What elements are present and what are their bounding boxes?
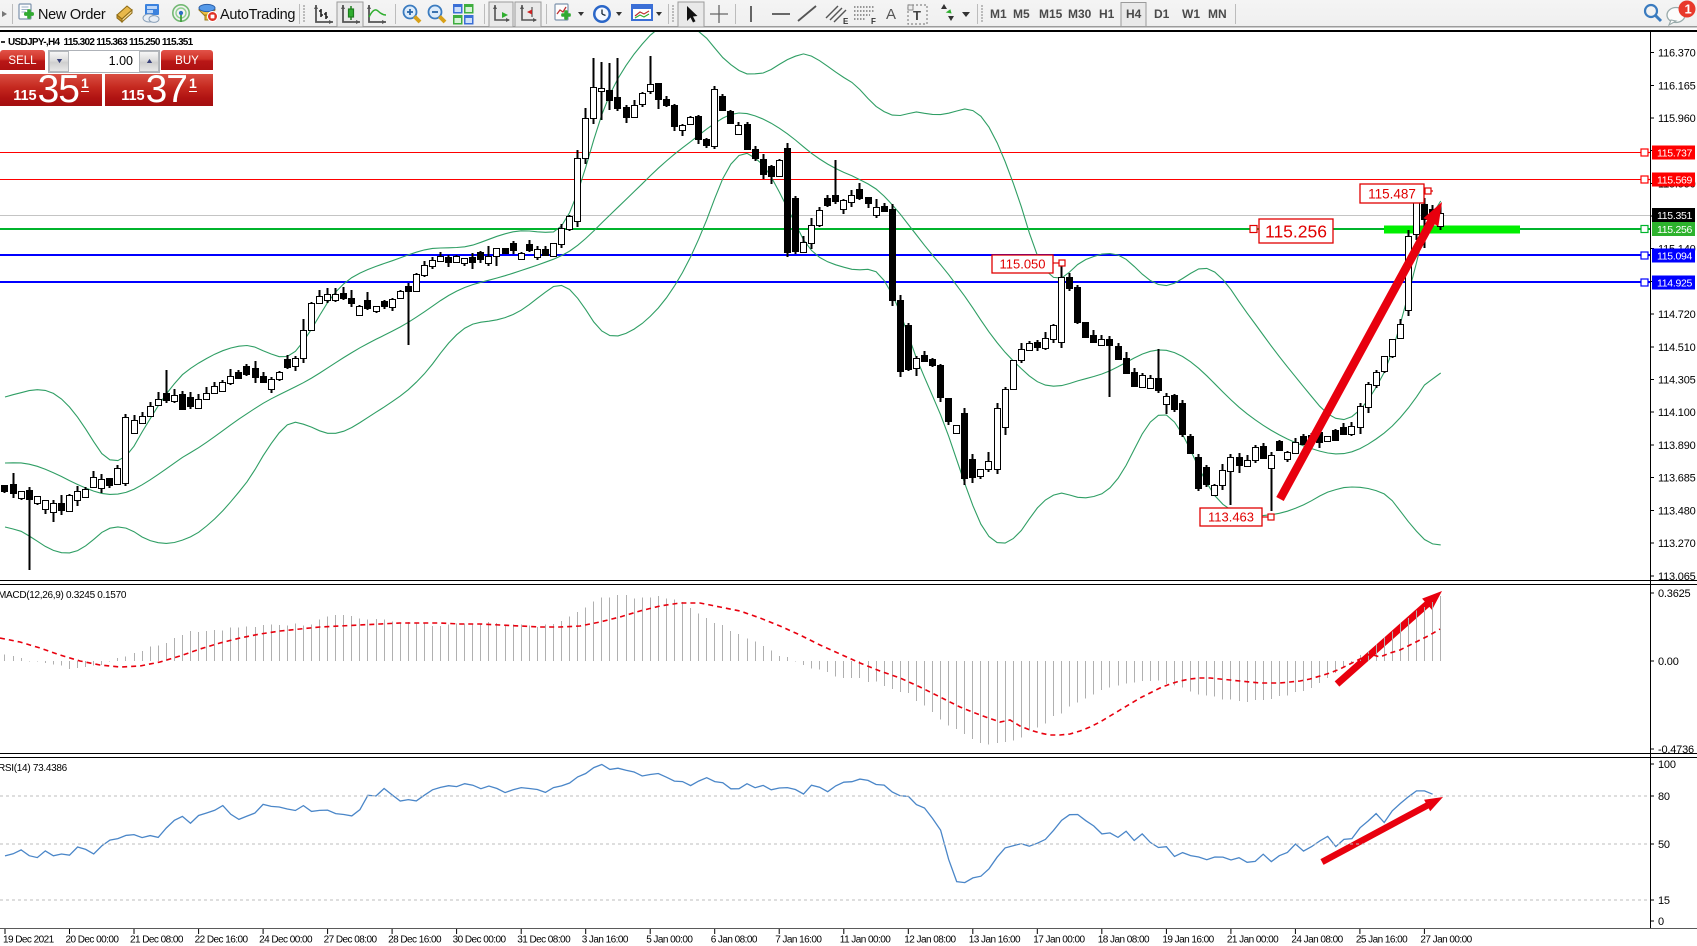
svg-text:100: 100 <box>1658 759 1676 771</box>
svg-text:50: 50 <box>1658 839 1670 851</box>
svg-text:F: F <box>871 17 876 26</box>
svg-text:E: E <box>843 17 849 26</box>
svg-text:11 Jan 00:00: 11 Jan 00:00 <box>840 935 891 946</box>
svg-text:114.720: 114.720 <box>1658 309 1696 321</box>
svg-text:17 Jan 00:00: 17 Jan 00:00 <box>1033 935 1085 946</box>
svg-text:W1: W1 <box>1182 7 1200 21</box>
svg-text:T: T <box>913 8 921 23</box>
svg-text:115.256: 115.256 <box>1657 224 1693 236</box>
svg-text:27 Dec 08:00: 27 Dec 08:00 <box>324 935 378 946</box>
svg-text:12 Jan 08:00: 12 Jan 08:00 <box>904 935 956 946</box>
svg-text:7 Jan 16:00: 7 Jan 16:00 <box>775 935 822 946</box>
svg-text:116.165: 116.165 <box>1658 81 1696 93</box>
svg-text:MACD(12,26,9) 0.3245 0.1570: MACD(12,26,9) 0.3245 0.1570 <box>0 590 127 601</box>
svg-text:113.890: 113.890 <box>1658 440 1696 452</box>
svg-text:28 Dec 16:00: 28 Dec 16:00 <box>388 935 442 946</box>
svg-text:H4: H4 <box>1126 7 1142 21</box>
svg-text:19 Jan 16:00: 19 Jan 16:00 <box>1162 935 1214 946</box>
svg-text:115.256: 115.256 <box>1265 221 1327 241</box>
svg-text:24 Dec 00:00: 24 Dec 00:00 <box>259 935 313 946</box>
svg-text:113.065: 113.065 <box>1658 571 1696 583</box>
svg-text:20 Dec 00:00: 20 Dec 00:00 <box>66 935 120 946</box>
svg-text:115.487: 115.487 <box>1368 186 1416 201</box>
svg-text:113.480: 113.480 <box>1658 506 1696 518</box>
svg-text:M30: M30 <box>1068 7 1092 21</box>
svg-text:115.737: 115.737 <box>1657 148 1693 160</box>
svg-text:115.050: 115.050 <box>999 257 1045 272</box>
svg-text:3 Jan 16:00: 3 Jan 16:00 <box>582 935 629 946</box>
svg-text:MN: MN <box>1208 7 1227 21</box>
svg-text:25 Jan 16:00: 25 Jan 16:00 <box>1356 935 1408 946</box>
svg-text:114.925: 114.925 <box>1657 278 1693 290</box>
svg-text:18 Jan 08:00: 18 Jan 08:00 <box>1098 935 1150 946</box>
svg-text:5 Jan 00:00: 5 Jan 00:00 <box>646 935 693 946</box>
svg-text:80: 80 <box>1658 791 1670 803</box>
svg-text:31 Dec 08:00: 31 Dec 08:00 <box>517 935 571 946</box>
svg-text:6 Jan 08:00: 6 Jan 08:00 <box>711 935 758 946</box>
svg-text:115.569: 115.569 <box>1657 175 1693 187</box>
svg-text:114.305: 114.305 <box>1658 375 1696 387</box>
svg-text:114.510: 114.510 <box>1658 342 1696 354</box>
svg-text:0.3625: 0.3625 <box>1658 588 1691 600</box>
svg-text:RSI(14) 73.4386: RSI(14) 73.4386 <box>0 763 68 774</box>
svg-text:27 Jan 00:00: 27 Jan 00:00 <box>1420 935 1472 946</box>
svg-text:113.685: 113.685 <box>1658 473 1696 485</box>
svg-text:115.351: 115.351 <box>1657 210 1693 222</box>
svg-text:116.370: 116.370 <box>1658 48 1696 60</box>
svg-text:D1: D1 <box>1154 7 1170 21</box>
svg-text:30 Dec 00:00: 30 Dec 00:00 <box>453 935 507 946</box>
svg-text:0.00: 0.00 <box>1658 656 1679 668</box>
svg-text:24 Jan 08:00: 24 Jan 08:00 <box>1291 935 1343 946</box>
svg-text:22 Dec 16:00: 22 Dec 16:00 <box>195 935 249 946</box>
svg-text:21 Jan 00:00: 21 Jan 00:00 <box>1227 935 1279 946</box>
svg-text:114.100: 114.100 <box>1658 407 1696 419</box>
svg-text:13 Jan 16:00: 13 Jan 16:00 <box>969 935 1021 946</box>
svg-text:113.463: 113.463 <box>1208 510 1254 525</box>
svg-text:-0.4736: -0.4736 <box>1658 744 1694 756</box>
svg-text:21 Dec 08:00: 21 Dec 08:00 <box>130 935 184 946</box>
svg-text:1: 1 <box>1685 2 1692 17</box>
svg-text:H1: H1 <box>1099 7 1115 21</box>
svg-text:113.270: 113.270 <box>1658 538 1696 550</box>
svg-text:0: 0 <box>1658 916 1664 928</box>
svg-text:M5: M5 <box>1013 7 1030 21</box>
svg-text:115.960: 115.960 <box>1658 113 1696 125</box>
svg-text:M1: M1 <box>990 7 1007 21</box>
svg-text:M15: M15 <box>1039 7 1063 21</box>
svg-text:15: 15 <box>1658 895 1670 907</box>
svg-text:115.094: 115.094 <box>1657 251 1693 263</box>
svg-text:19 Dec 2021: 19 Dec 2021 <box>3 935 55 946</box>
svg-text:A: A <box>886 6 896 23</box>
